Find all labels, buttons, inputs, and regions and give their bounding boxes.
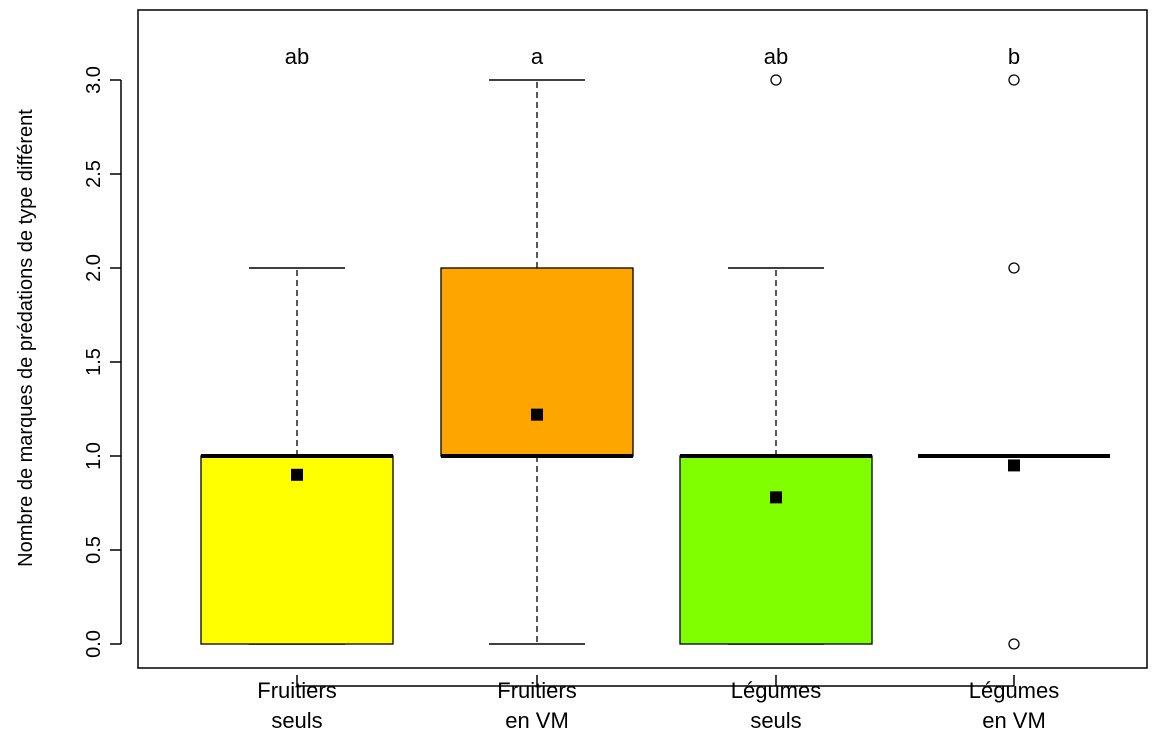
x-tick-label-line1: Légumes [731,678,822,703]
y-tick-label: 3.0 [83,66,105,94]
mean-marker [291,468,303,481]
y-tick-label: 1.5 [83,348,105,376]
box-body [440,267,634,457]
outlier-point [1008,74,1020,86]
outlier-point [1008,638,1020,650]
significance-letter: b [1008,44,1020,69]
x-tick-label-line2: seuls [271,708,322,733]
y-tick-label: 0.0 [83,630,105,658]
outlier-point [1008,262,1020,274]
y-tick-label: 1.0 [83,442,105,470]
y-tick-label: 0.5 [83,536,105,564]
box-group: b [918,44,1110,650]
significance-letter: ab [764,44,788,69]
y-tick-label: 2.5 [83,160,105,188]
box-body [200,455,394,645]
mean-marker [1008,459,1020,472]
box-group: ab [200,44,394,645]
significance-letter: a [531,44,544,69]
x-tick-label-line2: seuls [750,708,801,733]
x-tick-label-line2: en VM [982,708,1046,733]
x-tick-label-line1: Fruitiers [257,678,336,703]
outlier-point [770,74,782,86]
x-tick-label-line1: Légumes [969,678,1060,703]
x-tick-label-line1: Fruitiers [497,678,576,703]
x-tick-label-line2: en VM [505,708,569,733]
box-body [679,455,873,645]
mean-marker [770,491,782,504]
plot-frame [137,9,1148,669]
significance-letter: ab [285,44,309,69]
y-axis-title: Nombre de marques de prédations de type … [15,109,37,567]
box-group: a [440,44,634,645]
mean-marker [531,408,543,421]
y-tick-label: 2.0 [83,254,105,282]
box-group: ab [679,44,873,645]
